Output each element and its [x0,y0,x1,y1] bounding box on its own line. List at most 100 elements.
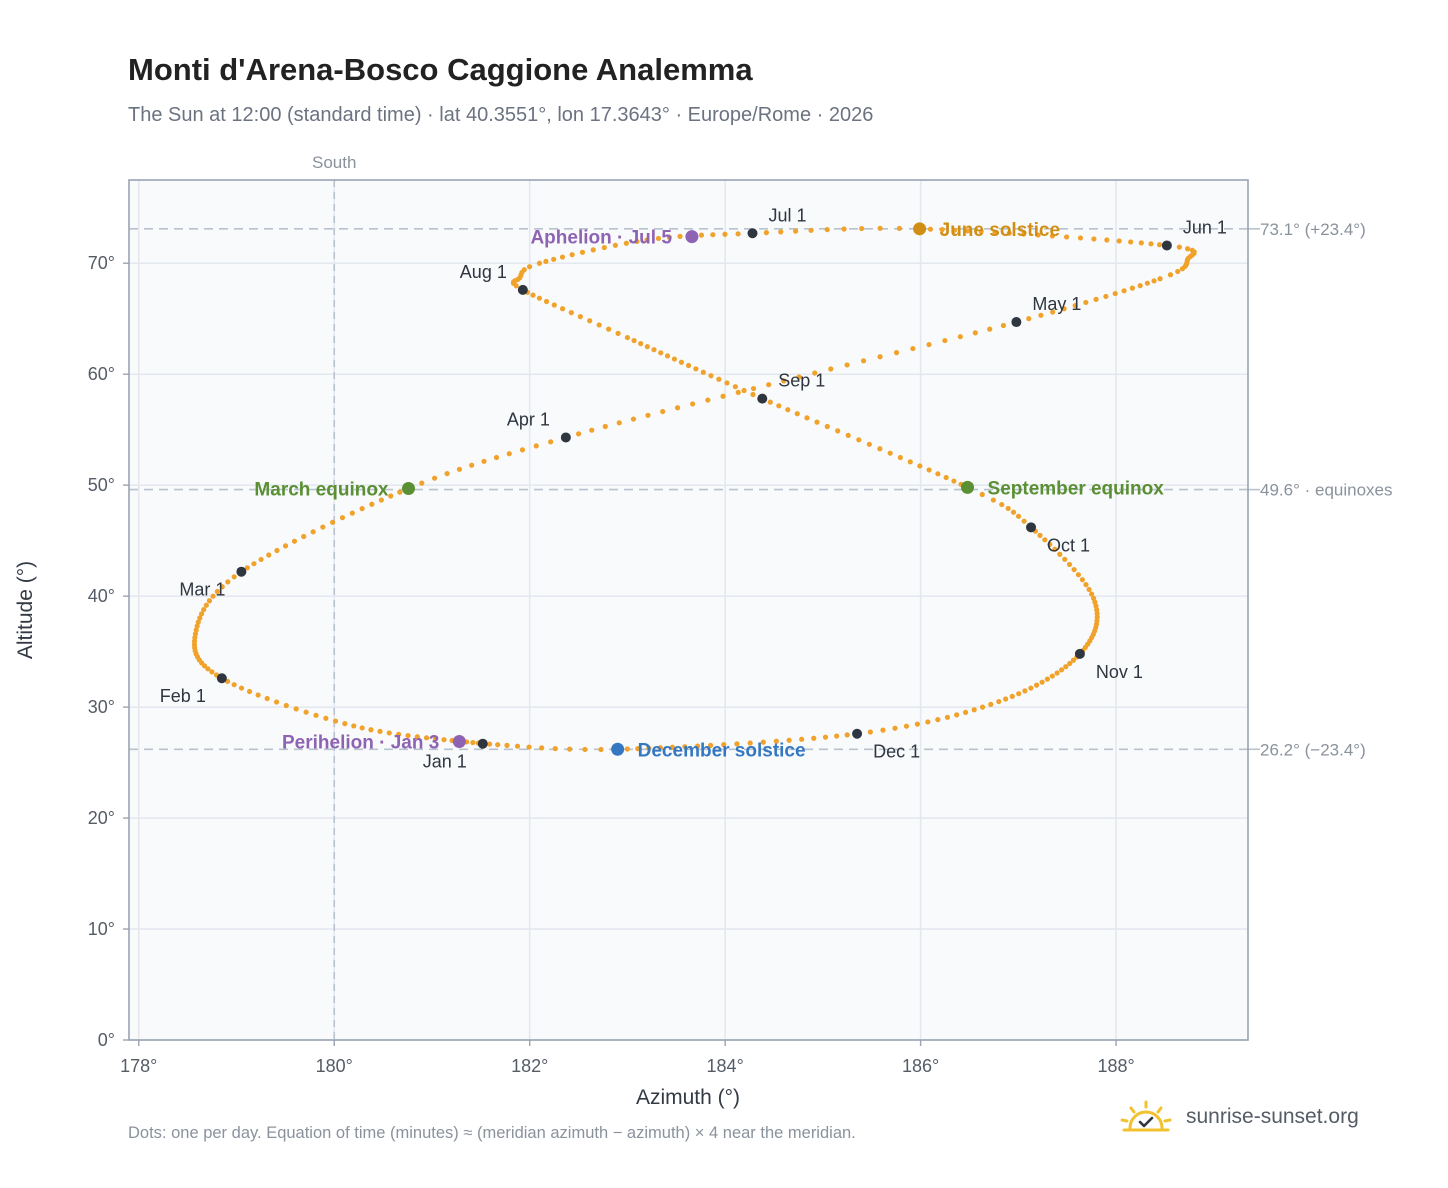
month-marker [477,738,488,749]
daily-sun-dot [678,359,685,365]
daily-sun-dot [943,474,949,481]
daily-sun-dot [601,244,607,251]
daily-sun-dot [845,432,851,438]
daily-sun-dot [238,685,245,691]
daily-sun-dot [291,538,298,544]
daily-sun-dot [623,240,629,246]
daily-sun-dot [926,467,932,473]
daily-sun-dot [579,249,586,255]
daily-sun-dot [859,225,865,232]
daily-sun-dot [351,723,357,729]
x-axis-ticks: 178° 180° 182° 184° 186° 188° [120,1040,1135,1076]
daily-sun-dot [927,226,934,232]
daily-sun-dot [660,408,666,415]
daily-sun-dot [1026,316,1032,322]
daily-sun-dot [1044,676,1050,682]
month-label: Oct 1 [1047,535,1090,555]
daily-sun-dot [1028,685,1034,691]
daily-sun-dot [1103,293,1109,300]
daily-sun-dot [1034,682,1040,688]
daily-sun-dot [634,238,640,245]
daily-sun-dot [405,732,411,739]
daily-sun-dot [741,387,747,394]
daily-sun-dot [1112,290,1118,297]
daily-sun-dot [274,547,280,554]
daily-sun-dot [444,470,450,477]
daily-sun-dot [1185,246,1191,252]
daily-sun-dot [1037,532,1043,538]
daily-sun-dot [763,230,769,236]
month-label: Jul 1 [769,205,807,225]
month-label: Feb 1 [160,686,206,706]
daily-sun-dot [414,734,420,740]
daily-sun-dot [543,258,549,264]
daily-sun-dot [808,227,814,233]
daily-sun-dot [1129,285,1135,291]
daily-sun-dot [1128,239,1134,245]
daily-sun-dot [907,459,913,465]
analemma-curve [191,225,1197,753]
daily-sun-dot [674,405,681,411]
daily-sun-dot [962,709,969,715]
daily-sun-dot [951,478,957,484]
daily-sun-dot [1144,280,1150,286]
daily-sun-dot [282,543,289,549]
daily-sun-dot [690,401,696,407]
daily-sun-dot [396,731,402,737]
daily-sun-dot [631,337,637,344]
daily-sun-dot [246,688,253,695]
daily-sun-dot [587,318,593,324]
daily-sun-dot [1175,268,1181,275]
reference-line-label: 26.2° (−23.4°) [1260,740,1366,759]
month-label: Jun 1 [1183,217,1227,237]
daily-sun-dot [349,510,355,516]
daily-sun-dot [710,232,716,238]
event-label: Perihelion · Jan 3 [282,732,439,753]
daily-sun-dot [785,407,791,413]
daily-sun-dot [506,451,512,457]
daily-sun-dot [896,225,902,232]
daily-sun-dot [313,712,319,718]
event-label: June solstice [940,220,1060,241]
daily-sun-dot [530,292,536,298]
daily-sun-dot [987,326,993,332]
daily-sun-dot [552,745,558,752]
daily-sun-dot [1010,509,1017,515]
daily-sun-dot [685,362,692,369]
daily-sun-dot [225,579,231,585]
daily-sun-dot [664,353,671,359]
month-marker [1011,317,1022,328]
daily-sun-dot [1072,302,1078,309]
brand[interactable]: sunrise-sunset.org [1120,1100,1359,1134]
daily-sun-dot [577,314,583,320]
daily-sun-dot [339,515,346,521]
month-label: Aug 1 [460,262,507,282]
daily-sun-dot [866,441,872,447]
daily-sun-dot [602,423,608,430]
daily-sun-dot [1005,505,1011,512]
daily-sun-dot [559,254,566,260]
daily-sun-dot [283,702,289,709]
y-tick-label: 40° [88,586,115,606]
daily-sun-dot [988,701,994,707]
daily-sun-dot [1058,667,1065,673]
daily-sun-dot [954,712,960,718]
daily-sun-dot [377,728,383,734]
daily-sun-dot [1167,272,1174,278]
daily-sun-dot [646,745,652,751]
daily-sun-dot [214,588,220,595]
x-tick-label: 182° [511,1056,548,1076]
daily-sun-dot [1052,546,1058,552]
daily-sun-dot [799,736,805,742]
daily-sun-dot [903,723,910,729]
daily-sun-dot [266,552,272,558]
daily-sun-dot [194,623,200,629]
daily-sun-dot [551,256,557,262]
daily-sun-dot [589,427,595,433]
daily-sun-dot [1063,664,1069,670]
daily-sun-dot [996,698,1002,705]
month-label: Nov 1 [1096,662,1143,682]
event-label: Aphelion · Jul 5 [530,228,672,249]
daily-sun-dot [892,725,898,731]
daily-sun-dot [655,235,662,242]
